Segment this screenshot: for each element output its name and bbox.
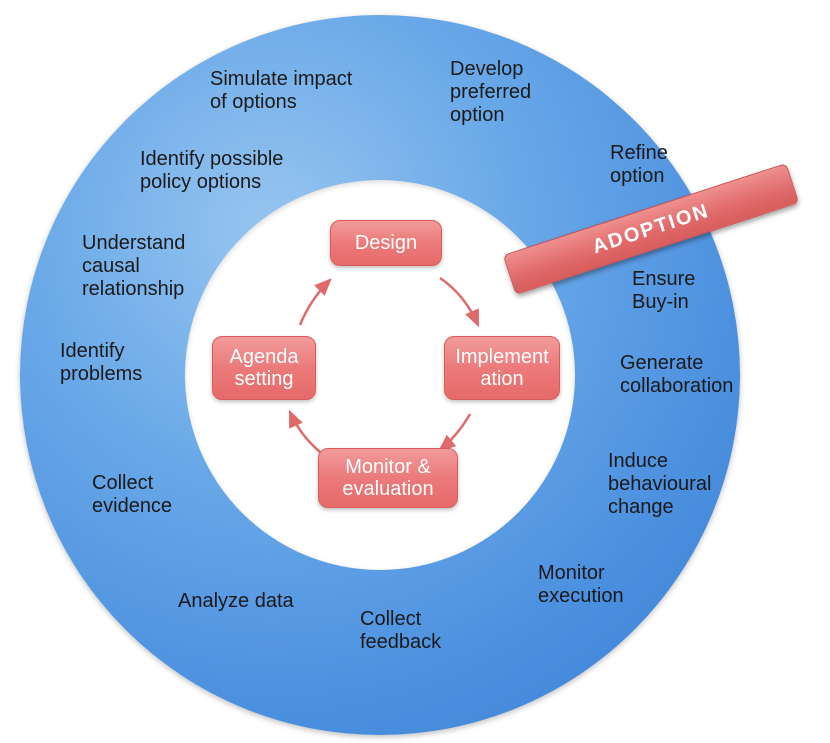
arrow-monitor-to-agenda — [0, 0, 830, 743]
box-design: Design — [330, 220, 442, 266]
box-agenda-setting: Agendasetting — [212, 336, 316, 400]
box-implementation: Implementation — [444, 336, 560, 400]
diagram-stage: { "type": "cycle-diagram", "canvas": { "… — [0, 0, 830, 743]
box-monitor-evaluation: Monitor &evaluation — [318, 448, 458, 508]
